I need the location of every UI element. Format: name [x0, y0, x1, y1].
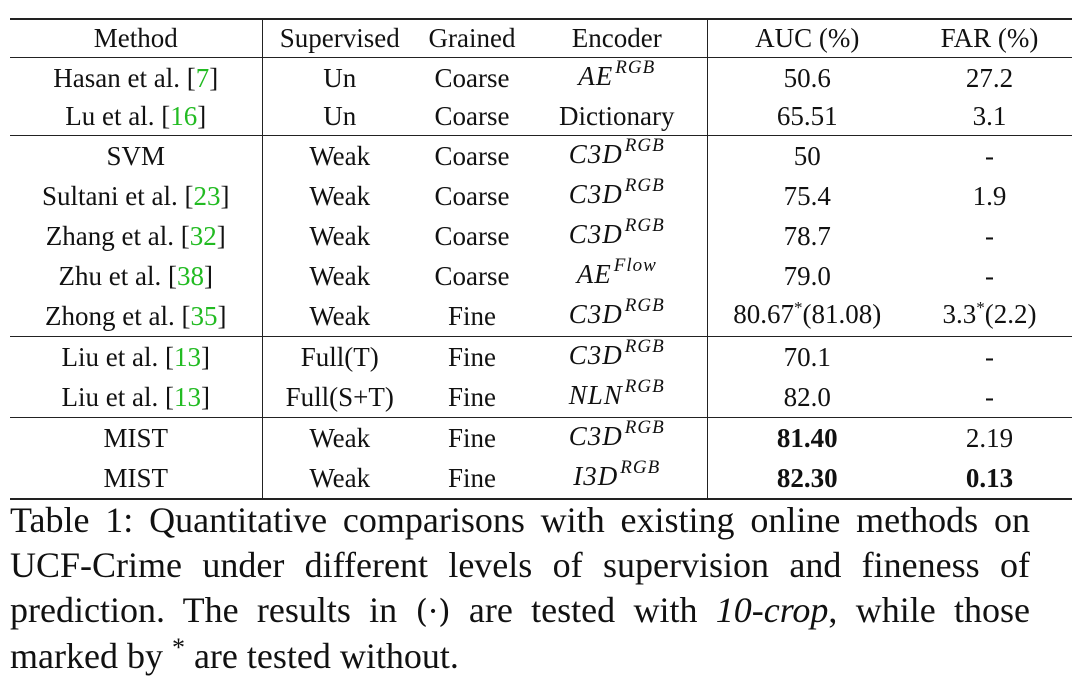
col-header-encoder: Encoder: [527, 17, 708, 58]
method-cell: Liu et al. [13]: [10, 336, 263, 377]
table-row: SVM Weak Coarse C3D RGB 50 -: [10, 135, 1072, 176]
encoder-cell: C3D RGB: [527, 295, 708, 337]
encoder-cell: AE Flow: [527, 255, 708, 296]
far-cell: -: [985, 220, 994, 251]
supervised-cell: Weak: [309, 260, 371, 291]
table-caption: Table 1: Quantitative comparisons with e…: [10, 500, 1030, 676]
far-cell: -: [907, 376, 1072, 418]
method-cell: MIST: [10, 417, 263, 458]
far-cell: 0.13: [907, 457, 1072, 500]
encoder-cell: I3D RGB: [527, 457, 708, 500]
auc-cell: 82.0: [707, 376, 907, 418]
table-row: Zhong et al. [35] Weak Fine C3D RGB 80.67…: [10, 295, 1072, 337]
auc-cell: 80.67*(81.08): [707, 295, 907, 337]
far-cell: 3.3*(2.2): [907, 295, 1072, 337]
encoder-cell: C3D RGB: [527, 215, 708, 256]
encoder-cell: AE RGB: [527, 57, 708, 98]
auc-cell: 50: [793, 140, 821, 171]
table-row: Zhu et al. [38] Weak Coarse AE Flow 79.0 …: [10, 255, 1072, 296]
citation-link[interactable]: 38: [176, 260, 204, 291]
grained-cell: Coarse: [434, 62, 510, 93]
table-row: Liu et al. [13] Full(S+T) Fine NLN RGB 82…: [10, 376, 1072, 418]
supervised-cell: Full(S+T): [262, 376, 417, 418]
auc-cell: 75.4: [783, 180, 831, 211]
auc-cell: 70.1: [783, 341, 831, 372]
results-table: Method Supervised Grained Encoder AUC (%…: [10, 17, 1072, 500]
encoder-cell: NLN RGB: [527, 376, 708, 418]
header-row: Method Supervised Grained Encoder AUC (%…: [10, 17, 1072, 58]
table-row: Zhang et al. [32] Weak Coarse C3D RGB 78.…: [10, 215, 1072, 256]
far-cell: 27.2: [965, 62, 1014, 93]
method-cell: SVM: [10, 135, 263, 176]
supervised-cell: Full(T): [300, 341, 379, 372]
encoder-cell: C3D RGB: [527, 135, 708, 176]
supervised-cell: Weak: [262, 295, 417, 337]
supervised-cell: Weak: [309, 140, 371, 171]
col-header-grained: Grained: [417, 17, 527, 58]
auc-cell: 79.0: [783, 260, 831, 291]
far-cell: -: [985, 140, 994, 171]
far-cell: -: [985, 341, 994, 372]
method-cell: MIST: [10, 457, 263, 500]
citation-link[interactable]: 7: [195, 62, 210, 93]
encoder-cell: Dictionary: [527, 97, 708, 136]
method-cell: Lu et al. [16]: [10, 97, 263, 136]
citation-link[interactable]: 35: [190, 300, 218, 331]
method-cell: Sultani et al. [23]: [10, 175, 263, 216]
supervised-cell: Weak: [309, 220, 371, 251]
method-cell: Zhong et al. [35]: [10, 295, 263, 337]
grained-cell: Fine: [447, 422, 496, 453]
encoder-cell: C3D RGB: [527, 175, 708, 216]
supervised-cell: Un: [262, 97, 417, 136]
supervised-cell: Un: [323, 62, 357, 93]
citation-link[interactable]: 32: [189, 220, 217, 251]
table-row: Hasan et al. [7] Un Coarse AE RGB 50.6 27…: [10, 57, 1072, 98]
grained-cell: Coarse: [434, 180, 510, 211]
grained-cell: Fine: [417, 295, 527, 337]
col-header-far: FAR (%): [907, 17, 1072, 58]
col-header-method: Method: [10, 17, 263, 58]
table-row: Sultani et al. [23] Weak Coarse C3D RGB 7…: [10, 175, 1072, 216]
supervised-cell: Weak: [262, 457, 417, 500]
grained-cell: Fine: [417, 376, 527, 418]
grained-cell: Fine: [417, 457, 527, 500]
col-header-auc: AUC (%): [707, 17, 907, 58]
citation-link[interactable]: 23: [193, 180, 221, 211]
table-row: Lu et al. [16] Un Coarse Dictionary 65.5…: [10, 97, 1072, 136]
col-header-supervised: Supervised: [262, 17, 417, 58]
method-cell: Liu et al. [13]: [10, 376, 263, 418]
far-cell: 3.1: [907, 97, 1072, 136]
grained-cell: Fine: [447, 341, 496, 372]
method-cell: Hasan et al. [7]: [10, 57, 263, 98]
supervised-cell: Weak: [309, 180, 371, 211]
table-row: Liu et al. [13] Full(T) Fine C3D RGB 70.1…: [10, 336, 1072, 377]
far-cell: -: [985, 260, 994, 291]
method-cell: Zhang et al. [32]: [10, 215, 263, 256]
grained-cell: Coarse: [434, 220, 510, 251]
auc-cell: 81.40: [776, 422, 838, 453]
far-cell: 2.19: [965, 422, 1014, 453]
auc-cell: 50.6: [783, 62, 831, 93]
encoder-cell: C3D RGB: [527, 336, 708, 377]
table-row: MIST Weak Fine C3D RGB 81.40 2.19: [10, 417, 1072, 458]
results-table-container: Method Supervised Grained Encoder AUC (%…: [10, 17, 1072, 500]
table-row: MIST Weak Fine I3D RGB 82.30 0.13: [10, 457, 1072, 500]
citation-link[interactable]: 13: [173, 341, 201, 372]
grained-cell: Coarse: [417, 97, 527, 136]
auc-cell: 82.30: [707, 457, 907, 500]
grained-cell: Coarse: [434, 140, 510, 171]
auc-cell: 78.7: [783, 220, 831, 251]
grained-cell: Coarse: [434, 260, 510, 291]
citation-link[interactable]: 13: [173, 381, 201, 412]
method-cell: Zhu et al. [38]: [10, 255, 263, 296]
auc-cell: 65.51: [707, 97, 907, 136]
supervised-cell: Weak: [309, 422, 371, 453]
far-cell: 1.9: [972, 180, 1007, 211]
encoder-cell: C3D RGB: [527, 417, 708, 458]
citation-link[interactable]: 16: [170, 101, 198, 132]
